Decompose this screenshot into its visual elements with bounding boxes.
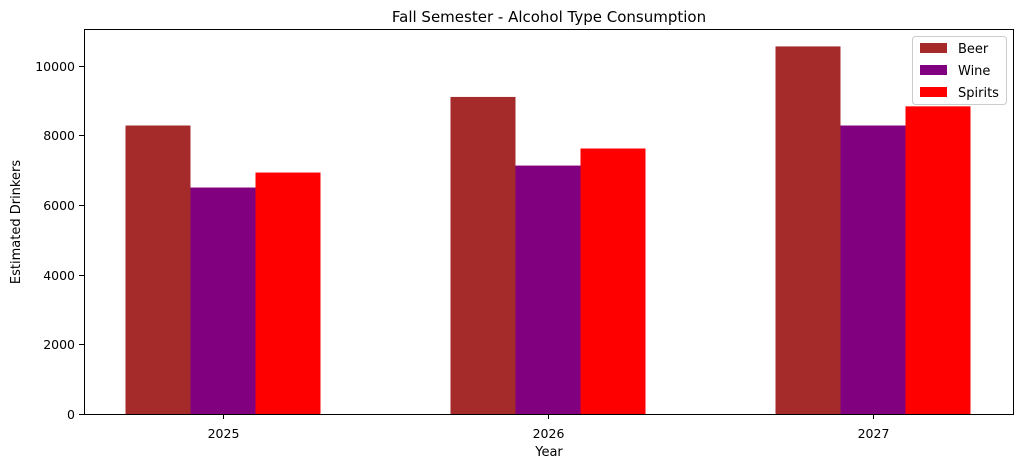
y-tick-label: 2000 xyxy=(43,337,75,352)
bar-wine-2026 xyxy=(515,165,581,414)
bar-wine-2027 xyxy=(840,125,906,414)
chart-title: Fall Semester - Alcohol Type Consumption xyxy=(392,8,706,26)
bars-layer xyxy=(125,46,971,415)
x-tick-label: 2027 xyxy=(858,426,890,441)
bar-spirits-2026 xyxy=(580,148,646,415)
bar-spirits-2025 xyxy=(255,172,321,414)
bar-wine-2025 xyxy=(190,187,256,414)
legend: Beer Wine Spirits xyxy=(912,36,1007,105)
x-axis: 2025 2026 2027 xyxy=(208,414,890,441)
legend-swatch-wine xyxy=(920,65,947,75)
x-tick-label: 2025 xyxy=(208,426,240,441)
x-tick-label: 2026 xyxy=(533,426,565,441)
legend-label-spirits: Spirits xyxy=(958,86,999,101)
y-axis: 0 2000 4000 6000 8000 10000 xyxy=(35,59,84,422)
y-axis-label: Estimated Drinkers xyxy=(9,160,24,284)
bar-beer-2025 xyxy=(125,125,191,414)
legend-swatch-spirits xyxy=(920,87,947,97)
x-axis-label: Year xyxy=(534,445,563,460)
y-tick-label: 8000 xyxy=(43,128,75,143)
y-tick-label: 10000 xyxy=(35,59,75,74)
legend-label-beer: Beer xyxy=(958,42,989,57)
y-tick-label: 6000 xyxy=(43,198,75,213)
bar-beer-2026 xyxy=(450,96,516,415)
legend-swatch-beer xyxy=(920,43,947,53)
y-tick-label: 0 xyxy=(67,407,75,422)
bar-beer-2027 xyxy=(775,46,841,415)
y-tick-label: 4000 xyxy=(43,268,75,283)
bar-spirits-2027 xyxy=(905,106,971,414)
legend-label-wine: Wine xyxy=(958,64,990,79)
